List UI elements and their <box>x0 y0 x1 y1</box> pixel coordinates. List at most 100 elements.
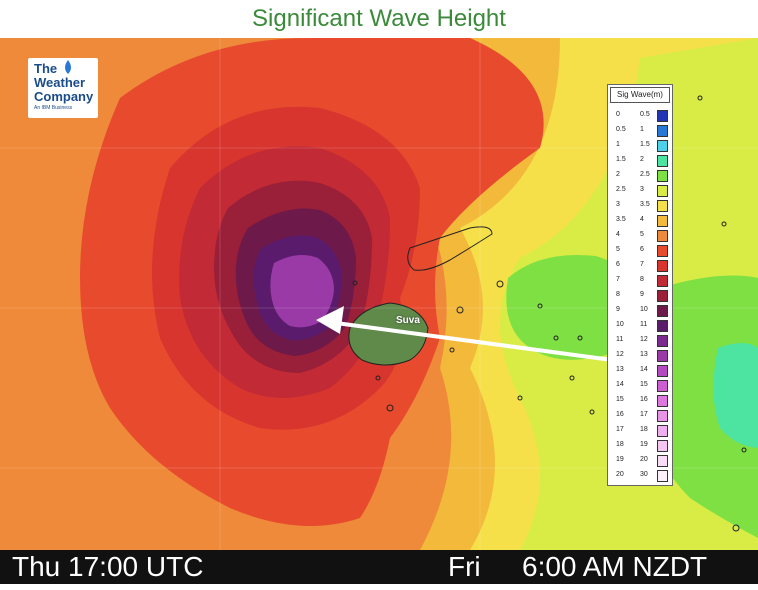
legend-low-value: 11 <box>616 336 624 343</box>
legend-high-value: 8 <box>640 276 644 283</box>
legend-high-value: 30 <box>640 471 648 478</box>
legend-low-value: 2 <box>616 171 620 178</box>
legend-high-value: 2 <box>640 156 644 163</box>
legend-low-value: 4 <box>616 231 620 238</box>
legend-low-value: 10 <box>616 321 624 328</box>
legend-row: 1.5 2 <box>610 154 670 169</box>
legend-row: 15 16 <box>610 394 670 409</box>
water-drop-icon <box>65 60 71 74</box>
legend-row: 13 14 <box>610 364 670 379</box>
logo-line-3: Company <box>34 89 94 104</box>
legend-swatch <box>657 440 668 452</box>
legend-low-value: 0 <box>616 111 620 118</box>
legend-row: 3 3.5 <box>610 199 670 214</box>
legend-swatch <box>657 125 668 137</box>
legend-row: 19 20 <box>610 454 670 469</box>
logo-line-1: The <box>34 61 58 76</box>
legend-swatch <box>657 290 668 302</box>
legend-low-value: 16 <box>616 411 624 418</box>
legend-swatch <box>657 425 668 437</box>
legend-row: 14 15 <box>610 379 670 394</box>
legend-high-value: 17 <box>640 411 648 418</box>
legend-low-value: 17 <box>616 426 624 433</box>
legend-high-value: 9 <box>640 291 644 298</box>
legend-low-value: 13 <box>616 366 624 373</box>
legend-low-value: 14 <box>616 381 624 388</box>
legend-low-value: 1.5 <box>616 156 626 163</box>
legend-swatch <box>657 455 668 467</box>
legend-row: 20 30 <box>610 469 670 484</box>
legend-low-value: 20 <box>616 471 624 478</box>
time-day: Fri <box>448 551 481 582</box>
legend-swatch <box>657 200 668 212</box>
legend-swatch <box>657 275 668 287</box>
legend-row: 1 1.5 <box>610 139 670 154</box>
legend-low-value: 5 <box>616 246 620 253</box>
time-bar: Thu 17:00 UTC Fri 6:00 AM NZDT <box>0 550 758 584</box>
island-viti-levu <box>348 302 429 366</box>
legend-low-value: 1 <box>616 141 620 148</box>
legend-low-value: 9 <box>616 306 620 313</box>
legend-swatch <box>657 245 668 257</box>
weather-company-logo: The Weather Company An IBM Business <box>28 58 98 118</box>
legend-high-value: 1 <box>640 126 644 133</box>
chart-title: Significant Wave Height <box>252 5 506 32</box>
legend-low-value: 0.5 <box>616 126 626 133</box>
legend-swatch <box>657 155 668 167</box>
legend-high-value: 15 <box>640 381 648 388</box>
time-utc: Thu 17:00 UTC <box>12 551 204 582</box>
legend-row: 12 13 <box>610 349 670 364</box>
legend-low-value: 7 <box>616 276 620 283</box>
legend-swatch <box>657 380 668 392</box>
legend-high-value: 16 <box>640 396 648 403</box>
legend-swatch <box>657 110 668 122</box>
legend-row: 11 12 <box>610 334 670 349</box>
legend-swatch <box>657 320 668 332</box>
legend-high-value: 20 <box>640 456 648 463</box>
legend-swatch <box>657 410 668 422</box>
legend-swatch <box>657 470 668 482</box>
legend-high-value: 12 <box>640 336 648 343</box>
legend-row: 0.5 1 <box>610 124 670 139</box>
legend-high-value: 14 <box>640 366 648 373</box>
legend-row: 16 17 <box>610 409 670 424</box>
legend-swatch <box>657 170 668 182</box>
legend-low-value: 19 <box>616 456 624 463</box>
legend-swatch <box>657 350 668 362</box>
legend-low-value: 3.5 <box>616 216 626 223</box>
legend-high-value: 18 <box>640 426 648 433</box>
legend-swatch <box>657 215 668 227</box>
legend-rows: 0 0.5 0.5 1 1 1.5 1.5 2 2 2.5 2.5 3 3 3.5 3.5 4 4 5 5 6 6 7 7 8… <box>610 109 670 484</box>
legend-high-value: 3.5 <box>640 201 650 208</box>
storm-arrow <box>316 306 613 362</box>
legend-low-value: 18 <box>616 441 624 448</box>
legend-swatch <box>657 365 668 377</box>
small-islands <box>352 95 747 532</box>
legend-high-value: 5 <box>640 231 644 238</box>
legend-low-value: 12 <box>616 351 624 358</box>
legend-row: 10 11 <box>610 319 670 334</box>
bottom-strip <box>0 584 758 590</box>
legend-row: 9 10 <box>610 304 670 319</box>
legend-high-value: 11 <box>640 321 648 328</box>
legend-high-value: 10 <box>640 306 648 313</box>
legend-row: 2.5 3 <box>610 184 670 199</box>
legend-row: 2 2.5 <box>610 169 670 184</box>
legend-high-value: 2.5 <box>640 171 650 178</box>
legend-title: Sig Wave(m) <box>610 87 670 103</box>
legend-row: 0 0.5 <box>610 109 670 124</box>
legend-high-value: 4 <box>640 216 644 223</box>
legend-swatch <box>657 230 668 242</box>
legend-high-value: 13 <box>640 351 648 358</box>
legend-swatch <box>657 395 668 407</box>
legend-swatch <box>657 305 668 317</box>
legend-high-value: 7 <box>640 261 644 268</box>
legend-high-value: 0.5 <box>640 111 650 118</box>
legend-swatch <box>657 335 668 347</box>
legend-low-value: 8 <box>616 291 620 298</box>
legend-high-value: 3 <box>640 186 644 193</box>
